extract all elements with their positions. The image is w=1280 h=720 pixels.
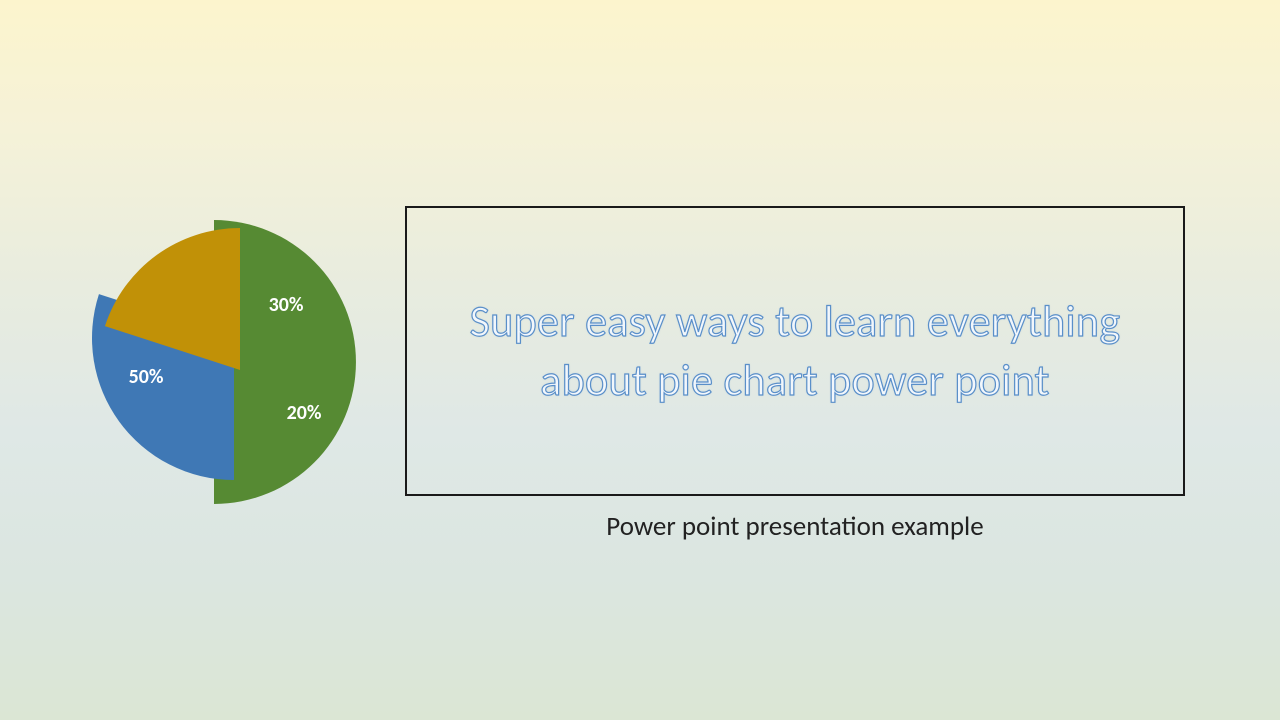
subtitle-text: Power point presentation example [405, 510, 1185, 543]
pie-label-30: 30% [269, 293, 304, 317]
title-box: Super easy ways to learn everything abou… [405, 206, 1185, 496]
title-text: Super easy ways to learn everything abou… [447, 292, 1143, 411]
pie-chart: 50% 30% 20% [60, 196, 380, 516]
pie-label-20: 20% [287, 401, 322, 425]
pie-chart-svg: 50% 30% 20% [60, 196, 380, 516]
pie-label-50: 50% [129, 365, 164, 389]
